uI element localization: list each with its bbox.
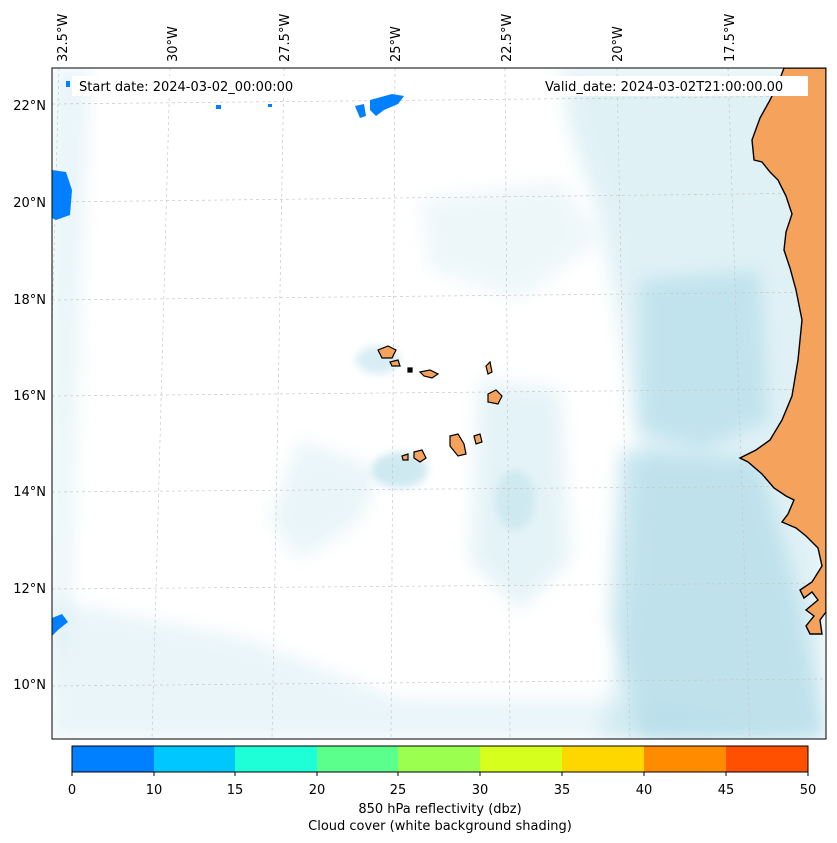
colorbar-segment-15-20 — [235, 746, 317, 772]
colorbar-segment-45-50 — [726, 746, 808, 772]
longitude-labels: 32.5°W 30°W 27.5°W 25°W 22.5°W 20°W 17.5… — [56, 14, 738, 62]
colorbar-segment-35-40 — [562, 746, 644, 772]
colorbar-tick-25: 25 — [390, 783, 407, 798]
colorbar-tick-50: 50 — [800, 783, 817, 798]
colorbar-tick-35: 35 — [554, 783, 571, 798]
graticule — [52, 68, 826, 739]
latitude-labels: 22°N 20°N 18°N 16°N 14°N 12°N 10°N — [13, 99, 46, 693]
colorbar-tick-40: 40 — [636, 783, 653, 798]
valid-date-label: Valid_date: 2024-03-02T21:00:00.00 — [545, 80, 783, 95]
colorbar-segment-10-15 — [154, 746, 235, 772]
colorbar-tick-15: 15 — [227, 783, 244, 798]
colorbar-sublabel: Cloud cover (white background shading) — [308, 819, 572, 834]
colorbar-segment-30-35 — [480, 746, 562, 772]
lon-label-22-5w: 22.5°W — [500, 14, 515, 62]
lon-label-25w: 25°W — [389, 26, 404, 62]
lon-label-17-5w: 17.5°W — [723, 14, 738, 62]
west-africa-land — [738, 68, 826, 635]
colorbar-segment-40-45 — [644, 746, 726, 772]
colorbar-segment-0-10 — [72, 746, 154, 772]
colorbar-tick-10: 10 — [146, 783, 163, 798]
cloud-cover-shading — [52, 68, 826, 739]
lon-label-20w: 20°W — [611, 26, 626, 62]
colorbar-tick-20: 20 — [309, 783, 326, 798]
lon-label-30w: 30°W — [166, 26, 181, 62]
colorbar-tick-30: 30 — [472, 783, 489, 798]
start-date-box: Start date: 2024-03-02_00:00:00 — [72, 76, 312, 96]
colorbar: 0 10 15 20 25 30 35 40 45 50 850 hPa ref… — [68, 745, 817, 834]
lat-label-22n: 22°N — [13, 99, 46, 114]
lat-label-18n: 18°N — [13, 293, 46, 308]
lat-label-12n: 12°N — [13, 582, 46, 597]
colorbar-frame — [71, 745, 809, 773]
colorbar-tick-45: 45 — [718, 783, 735, 798]
lat-label-10n: 10°N — [13, 678, 46, 693]
reflectivity-patches — [52, 81, 404, 636]
lat-label-16n: 16°N — [13, 389, 46, 404]
colorbar-segment-20-25 — [317, 746, 398, 772]
colorbar-tick-0: 0 — [68, 783, 76, 798]
cape-verde-islands — [377, 345, 503, 463]
lat-label-20n: 20°N — [13, 196, 46, 211]
valid-date-box: Valid_date: 2024-03-02T21:00:00.00 — [538, 76, 808, 96]
start-date-label: Start date: 2024-03-02_00:00:00 — [79, 80, 293, 95]
map-frame — [51, 67, 827, 740]
lon-label-27-5w: 27.5°W — [278, 14, 293, 62]
lon-label-32-5w: 32.5°W — [56, 14, 71, 62]
colorbar-segment-25-30 — [398, 746, 480, 772]
colorbar-label: 850 hPa reflectivity (dbz) — [358, 802, 521, 817]
lat-label-14n: 14°N — [13, 485, 46, 500]
